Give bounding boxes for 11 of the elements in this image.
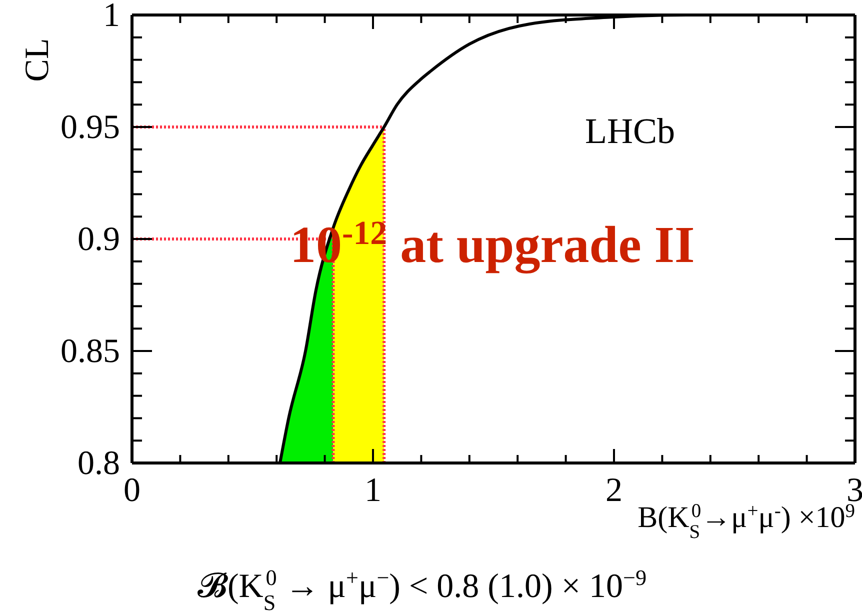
y-tick-label: 0.95 — [60, 108, 120, 146]
text: 𝓑(K$_{S}$$^{0}$ → μ$^{+}$μ$^{−}$) < 0.8 (1.0) × 10$^{−9}$ — [197, 564, 647, 614]
y-tick-label: 0.8 — [78, 444, 120, 482]
annotation: LHCb — [585, 111, 675, 151]
x-tick-label: 0 — [124, 472, 140, 510]
y-tick-label: 1 — [103, 0, 120, 34]
x-tick-label: 1 — [364, 472, 382, 510]
y-tick-label: 0.9 — [78, 220, 120, 258]
x-tick-label: 2 — [606, 472, 622, 510]
y-tick-label: 0.85 — [60, 332, 120, 370]
y-axis-title: CL — [19, 38, 56, 82]
